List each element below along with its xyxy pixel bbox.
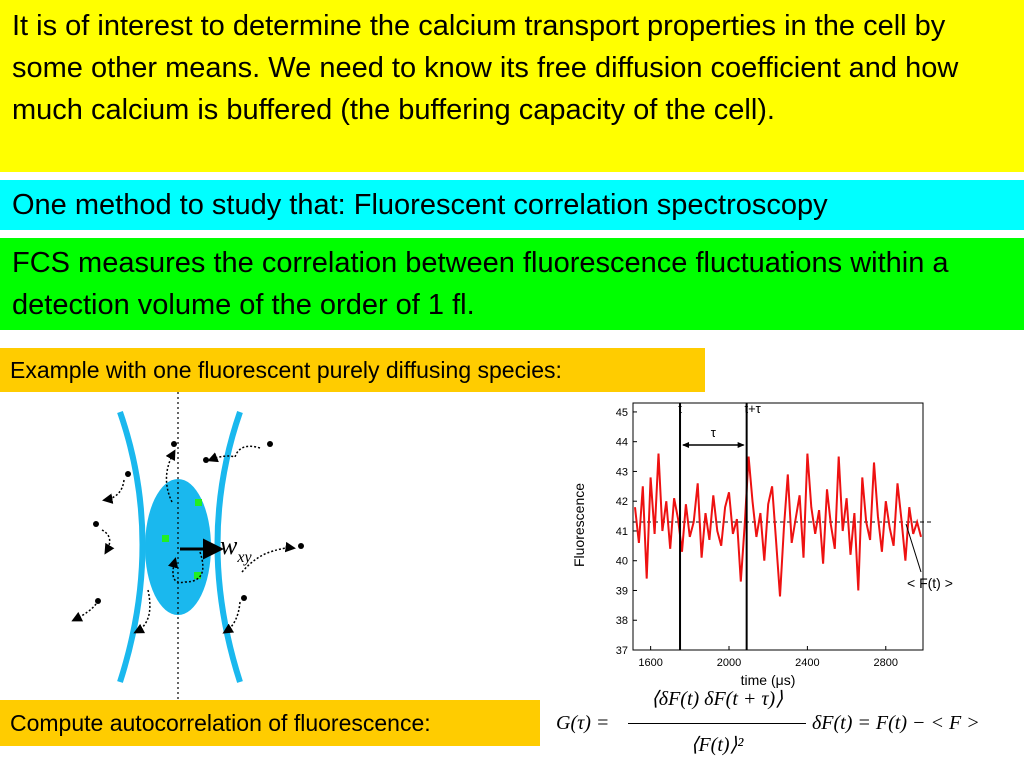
y-axis-label: Fluorescence bbox=[571, 483, 587, 567]
example-label: Example with one fluorescent purely diff… bbox=[0, 348, 705, 392]
y-tick-label: 44 bbox=[616, 437, 628, 449]
interval-label: τ bbox=[711, 425, 717, 440]
mean-label: < F(t) > bbox=[907, 575, 953, 591]
compute-label: Compute autocorrelation of fluorescence: bbox=[0, 700, 540, 746]
plot-frame bbox=[632, 402, 924, 651]
intro-text: It is of interest to determine the calci… bbox=[0, 0, 1024, 172]
radius-label: wxy bbox=[220, 531, 252, 566]
method-text: One method to study that: Fluorescent co… bbox=[0, 180, 1024, 230]
formula-numerator: ⟨δF(t) δF(t + τ)⟩ bbox=[650, 688, 784, 710]
fluorophores-inside bbox=[162, 499, 202, 579]
y-tick-label: 40 bbox=[616, 556, 628, 568]
y-tick-label: 38 bbox=[616, 615, 628, 627]
diffusion-paths bbox=[71, 445, 296, 634]
fluorescence-chart: Fluorescence time (μs) 37 38 39 40 41 42 43 44 4… bbox=[571, 401, 953, 688]
fcs-text: FCS measures the correlation between flu… bbox=[0, 238, 1024, 330]
diffusion-diagram: wxy bbox=[71, 392, 304, 702]
fluorescence-line bbox=[634, 453, 922, 597]
formula-denominator: ⟨F(t)⟩² bbox=[690, 734, 744, 756]
x-tick-label: 2400 bbox=[795, 657, 819, 669]
y-tick-label: 41 bbox=[616, 526, 628, 538]
y-tick-label: 42 bbox=[616, 496, 628, 508]
time-marker-label: t+τ bbox=[744, 401, 761, 416]
time-marker-label: t bbox=[678, 401, 682, 416]
x-tick-label: 1600 bbox=[638, 657, 662, 669]
y-tick-label: 45 bbox=[616, 407, 628, 419]
fluorophores-outside bbox=[93, 441, 304, 604]
x-tick-label: 2800 bbox=[874, 657, 898, 669]
fraction-bar bbox=[628, 723, 806, 724]
arrowhead bbox=[682, 442, 745, 448]
formula-lhs: G(τ) = bbox=[556, 712, 610, 734]
x-tick-label: 2000 bbox=[717, 657, 741, 669]
y-tick-label: 37 bbox=[616, 645, 628, 657]
formula: G(τ) = ⟨δF(t) δF(t + τ)⟩ ⟨F(t)⟩² δF(t) =… bbox=[556, 686, 1022, 766]
beam-left bbox=[117, 411, 146, 683]
y-tick-label: 43 bbox=[616, 466, 628, 478]
x-axis-label: time (μs) bbox=[741, 672, 796, 688]
mean-pointer bbox=[905, 523, 922, 573]
y-tick-label: 39 bbox=[616, 585, 628, 597]
formula-definition: δF(t) = F(t) − < F > bbox=[812, 712, 980, 734]
